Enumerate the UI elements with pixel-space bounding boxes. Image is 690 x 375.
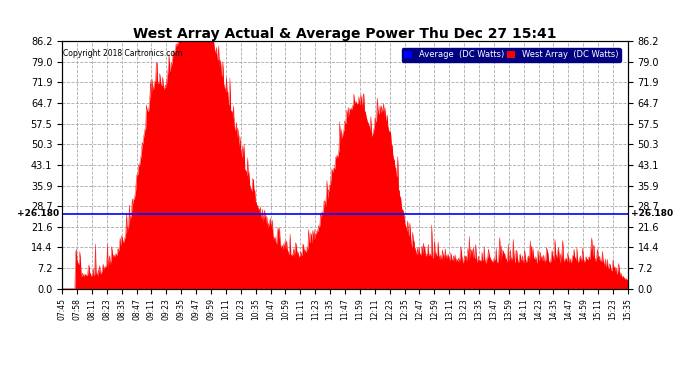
Text: +26.180: +26.180 xyxy=(631,209,673,218)
Text: Copyright 2018 Cartronics.com: Copyright 2018 Cartronics.com xyxy=(63,49,183,58)
Text: +26.180: +26.180 xyxy=(17,209,59,218)
Legend: Average  (DC Watts), West Array  (DC Watts): Average (DC Watts), West Array (DC Watts… xyxy=(402,48,621,62)
Title: West Array Actual & Average Power Thu Dec 27 15:41: West Array Actual & Average Power Thu De… xyxy=(133,27,557,41)
